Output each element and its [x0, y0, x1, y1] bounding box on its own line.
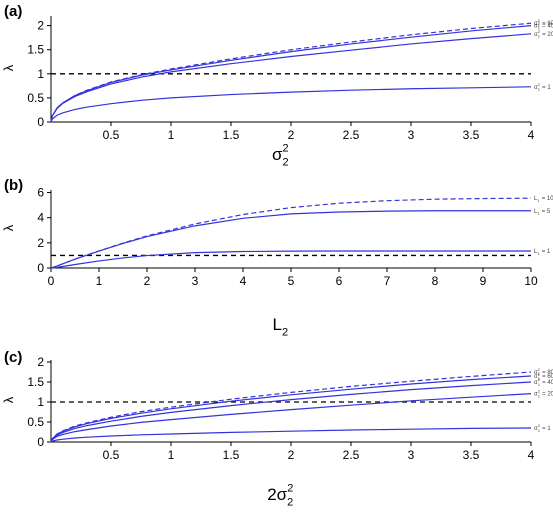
series-label: σ12 = 60: [534, 18, 553, 28]
y-tick-label: 2: [37, 236, 44, 250]
y-tick-label: 0: [37, 115, 44, 129]
x-tick-label: 9: [480, 274, 487, 288]
series-label: L1 = 5: [534, 209, 551, 216]
panel-label: (c): [4, 349, 22, 366]
panel-1: (a) 0.5 1 1.5 2 2.5 3 3.5 4 0 0.5 1 1.5 2 λ σ22 σ12 = 1…: [1, 3, 553, 168]
x-tick-label: 6: [336, 274, 343, 288]
y-tick-label: 4: [37, 211, 44, 225]
series-line: [50, 197, 532, 269]
x-tick-label: 0.5: [103, 128, 120, 142]
x-tick-label: 3: [408, 448, 415, 462]
series-line: [50, 381, 532, 443]
x-tick-label: 2: [288, 128, 295, 142]
y-tick-label: 2: [37, 355, 44, 369]
series-line: [50, 210, 531, 269]
series-line: [50, 86, 532, 123]
panel-label: (b): [4, 177, 23, 194]
y-axis-label: λ: [1, 64, 16, 71]
y-tick-label: 1.5: [27, 375, 44, 389]
x-tick-label: 7: [384, 274, 391, 288]
series-label: σ12 = 80: [534, 367, 553, 377]
panel-2: (b) 0 1 2 3 4 5 6 7 8 9 10 0 2 4 6 λ L2 L1 = 1 L1 = 5 L1 = …: [1, 177, 553, 338]
x-tick-label: 4: [240, 274, 247, 288]
x-tick-label: 8: [432, 274, 439, 288]
series-label: L1 = 10: [534, 196, 553, 203]
x-tick-label: 2.5: [343, 128, 360, 142]
series-label: σ12 = 1: [534, 423, 551, 433]
x-tick-label: 3: [408, 128, 415, 142]
y-tick-label: 0: [37, 261, 44, 275]
y-tick-label: 1.5: [27, 43, 44, 57]
series-label: σ12 = 1: [534, 82, 551, 92]
x-tick-label: 3.5: [463, 128, 480, 142]
series-label: σ12 = 20: [534, 29, 553, 39]
y-tick-label: 1: [37, 395, 44, 409]
series-line: [50, 250, 531, 269]
x-tick-label: 3: [192, 274, 199, 288]
panel-3: (c) 0.5 1 1.5 2 2.5 3 3.5 4 0 0.5 1 1.5 2 λ 2σ22 σ12 = …: [1, 349, 553, 508]
series-label: σ12 = 40: [534, 377, 553, 387]
x-tick-label: 0.5: [103, 448, 120, 462]
x-tick-label: 1: [168, 128, 175, 142]
x-tick-label: 1.5: [223, 128, 240, 142]
series-line: [50, 427, 532, 443]
series-line: [50, 33, 532, 123]
y-tick-label: 0.5: [27, 415, 44, 429]
x-tick-label: 1: [168, 448, 175, 462]
y-tick-label: 0: [37, 435, 44, 449]
x-tick-label: 4: [528, 448, 535, 462]
series-label: σ12 = 60: [534, 371, 553, 381]
x-axis-label: 2σ22: [267, 483, 295, 509]
series-label: L1 = 1: [534, 249, 551, 256]
y-tick-label: 2: [37, 19, 44, 33]
x-tick-label: 4: [528, 128, 535, 142]
x-tick-label: 3.5: [463, 448, 480, 462]
x-tick-label: 10: [524, 274, 538, 288]
y-tick-label: 6: [37, 186, 44, 200]
panel-label: (a): [4, 3, 22, 20]
x-tick-label: 1.5: [223, 448, 240, 462]
series-line: [50, 22, 532, 123]
x-tick-label: 2: [288, 448, 295, 462]
series-label: σ12 = 20: [534, 389, 553, 399]
x-tick-label: 5: [288, 274, 295, 288]
series-label: σ12 = 40: [534, 21, 553, 31]
y-tick-label: 1: [37, 67, 44, 81]
y-tick-label: 0.5: [27, 91, 44, 105]
series-line: [50, 393, 532, 443]
x-tick-label: 2.5: [343, 448, 360, 462]
y-axis-label: λ: [1, 396, 16, 403]
x-tick-label: 0: [48, 274, 55, 288]
x-axis-label: σ22: [272, 143, 290, 169]
y-axis-label: λ: [1, 224, 16, 231]
x-axis-label: L2: [272, 315, 289, 338]
x-tick-label: 1: [96, 274, 103, 288]
series-line: [50, 371, 532, 443]
x-tick-label: 2: [144, 274, 151, 288]
